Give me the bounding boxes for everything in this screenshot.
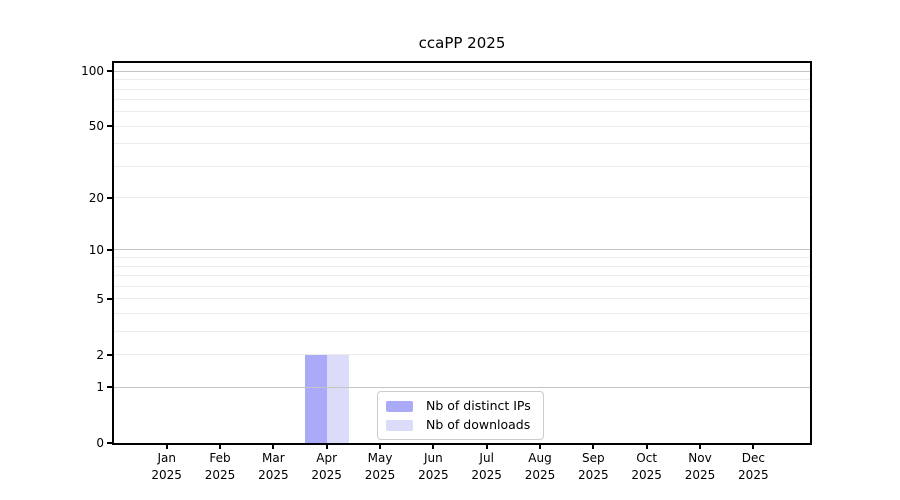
minor-gridline (114, 298, 810, 300)
y-tick-label: 100 (81, 64, 104, 79)
x-tick-label-line: 2025 (631, 467, 662, 482)
x-tick-label: Apr 2025 (294, 450, 360, 483)
x-tick-mark (699, 445, 701, 449)
x-tick-label-line: Jun (423, 451, 443, 465)
minor-gridline (114, 354, 810, 356)
bar-nb-of-distinct-ips-apr-2025 (304, 354, 327, 443)
x-tick-label: Jan 2025 (134, 450, 200, 483)
legend-label-downloads: Nb of downloads (426, 417, 531, 432)
y-tick-label: 20 (88, 190, 104, 205)
x-tick-label-line: Jul (479, 451, 494, 465)
x-tick-label-line: 2025 (204, 467, 236, 482)
y-tick-mark (107, 70, 112, 73)
x-tick-label-line: Aug (528, 451, 552, 465)
minor-gridline (114, 143, 810, 145)
x-tick-mark (379, 445, 382, 449)
x-tick-label-line: 2025 (471, 467, 502, 482)
x-tick-label-line: 2025 (311, 467, 342, 482)
x-tick-mark (325, 445, 328, 449)
minor-gridline (114, 125, 810, 127)
minor-gridline (114, 312, 810, 314)
x-tick-label-line: Oct (636, 451, 658, 465)
x-tick-label: Aug 2025 (507, 450, 573, 483)
y-tick-label: 5 (96, 291, 104, 306)
x-tick-label-line: Jan (157, 451, 176, 465)
legend-swatch-distinct-ips (386, 400, 413, 412)
x-tick-label: Nov 2025 (667, 450, 733, 483)
minor-gridline (114, 330, 810, 332)
y-tick-mark (107, 125, 112, 128)
y-tick-label: 0 (96, 436, 104, 450)
major-gridline (114, 386, 810, 388)
x-tick-label: Jul 2025 (454, 450, 520, 483)
minor-gridline (114, 111, 810, 113)
legend-item-downloads: Nb of downloads (386, 418, 531, 432)
legend: Nb of distinct IPs Nb of downloads (377, 391, 544, 440)
minor-gridline (114, 285, 810, 287)
x-tick-label: Sep 2025 (560, 450, 626, 483)
x-tick-label-line: 2025 (364, 467, 396, 482)
x-tick-mark (752, 445, 755, 449)
minor-gridline (114, 275, 810, 277)
minor-gridline (114, 99, 810, 101)
x-tick-mark (539, 445, 541, 449)
y-tick-mark (107, 196, 112, 199)
x-tick-label: Mar 2025 (240, 450, 306, 483)
legend-swatch-downloads (386, 419, 413, 431)
minor-gridline (114, 257, 810, 259)
x-tick-mark (432, 445, 435, 449)
x-tick-label-line: Sep (582, 451, 605, 465)
x-tick-label: Feb 2025 (187, 450, 253, 483)
legend-label-distinct-ips: Nb of distinct IPs (426, 398, 531, 413)
minor-gridline (114, 265, 810, 267)
x-tick-label-line: 2025 (258, 467, 289, 482)
y-tick-mark (107, 248, 112, 251)
minor-gridline (114, 88, 810, 90)
x-tick-label-line: 2025 (151, 467, 182, 482)
y-tick-label: 10 (88, 242, 104, 257)
y-tick-label: 50 (88, 119, 104, 134)
x-tick-mark (485, 445, 488, 449)
y-tick-mark (107, 442, 112, 444)
x-tick-mark (272, 445, 275, 449)
minor-gridline (114, 165, 810, 167)
major-gridline (114, 249, 810, 251)
x-tick-label: Oct 2025 (614, 450, 680, 483)
y-tick-mark (107, 386, 112, 389)
x-tick-mark (592, 445, 595, 449)
y-tick-label: 2 (96, 347, 104, 362)
bars-layer (114, 63, 810, 443)
x-tick-label-line: 2025 (524, 467, 556, 482)
chart-title: ccaPP 2025 (418, 34, 506, 52)
x-tick-label: Dec 2025 (720, 450, 786, 483)
x-tick-label-line: 2025 (418, 467, 449, 482)
x-tick-label-line: Nov (688, 451, 712, 465)
x-tick-label-line: Mar (262, 451, 285, 465)
x-tick-label-line: Feb (209, 451, 231, 465)
minor-gridline (114, 79, 810, 81)
x-tick-label: May 2025 (347, 450, 413, 483)
plot-area: Nb of distinct IPs Nb of downloads (112, 61, 812, 445)
x-tick-label-line: 2025 (684, 467, 716, 482)
bar-nb-of-downloads-apr-2025 (326, 354, 349, 443)
grid-layer (114, 63, 810, 443)
x-tick-label-line: May (367, 451, 393, 465)
x-tick-label-line: Dec (741, 451, 765, 465)
x-tick-mark (219, 445, 222, 449)
x-tick-label-line: 2025 (578, 467, 609, 482)
x-tick-mark (165, 445, 168, 449)
x-tick-label-line: Apr (316, 451, 338, 465)
x-tick-label-line: 2025 (738, 467, 769, 482)
minor-gridline (114, 197, 810, 199)
x-tick-label: Jun 2025 (400, 450, 466, 483)
x-tick-mark (645, 445, 648, 449)
legend-item-distinct-ips: Nb of distinct IPs (386, 399, 531, 413)
major-gridline (114, 70, 810, 72)
y-tick-mark (107, 297, 112, 300)
y-tick-label: 1 (96, 380, 104, 395)
y-tick-mark (107, 353, 112, 356)
